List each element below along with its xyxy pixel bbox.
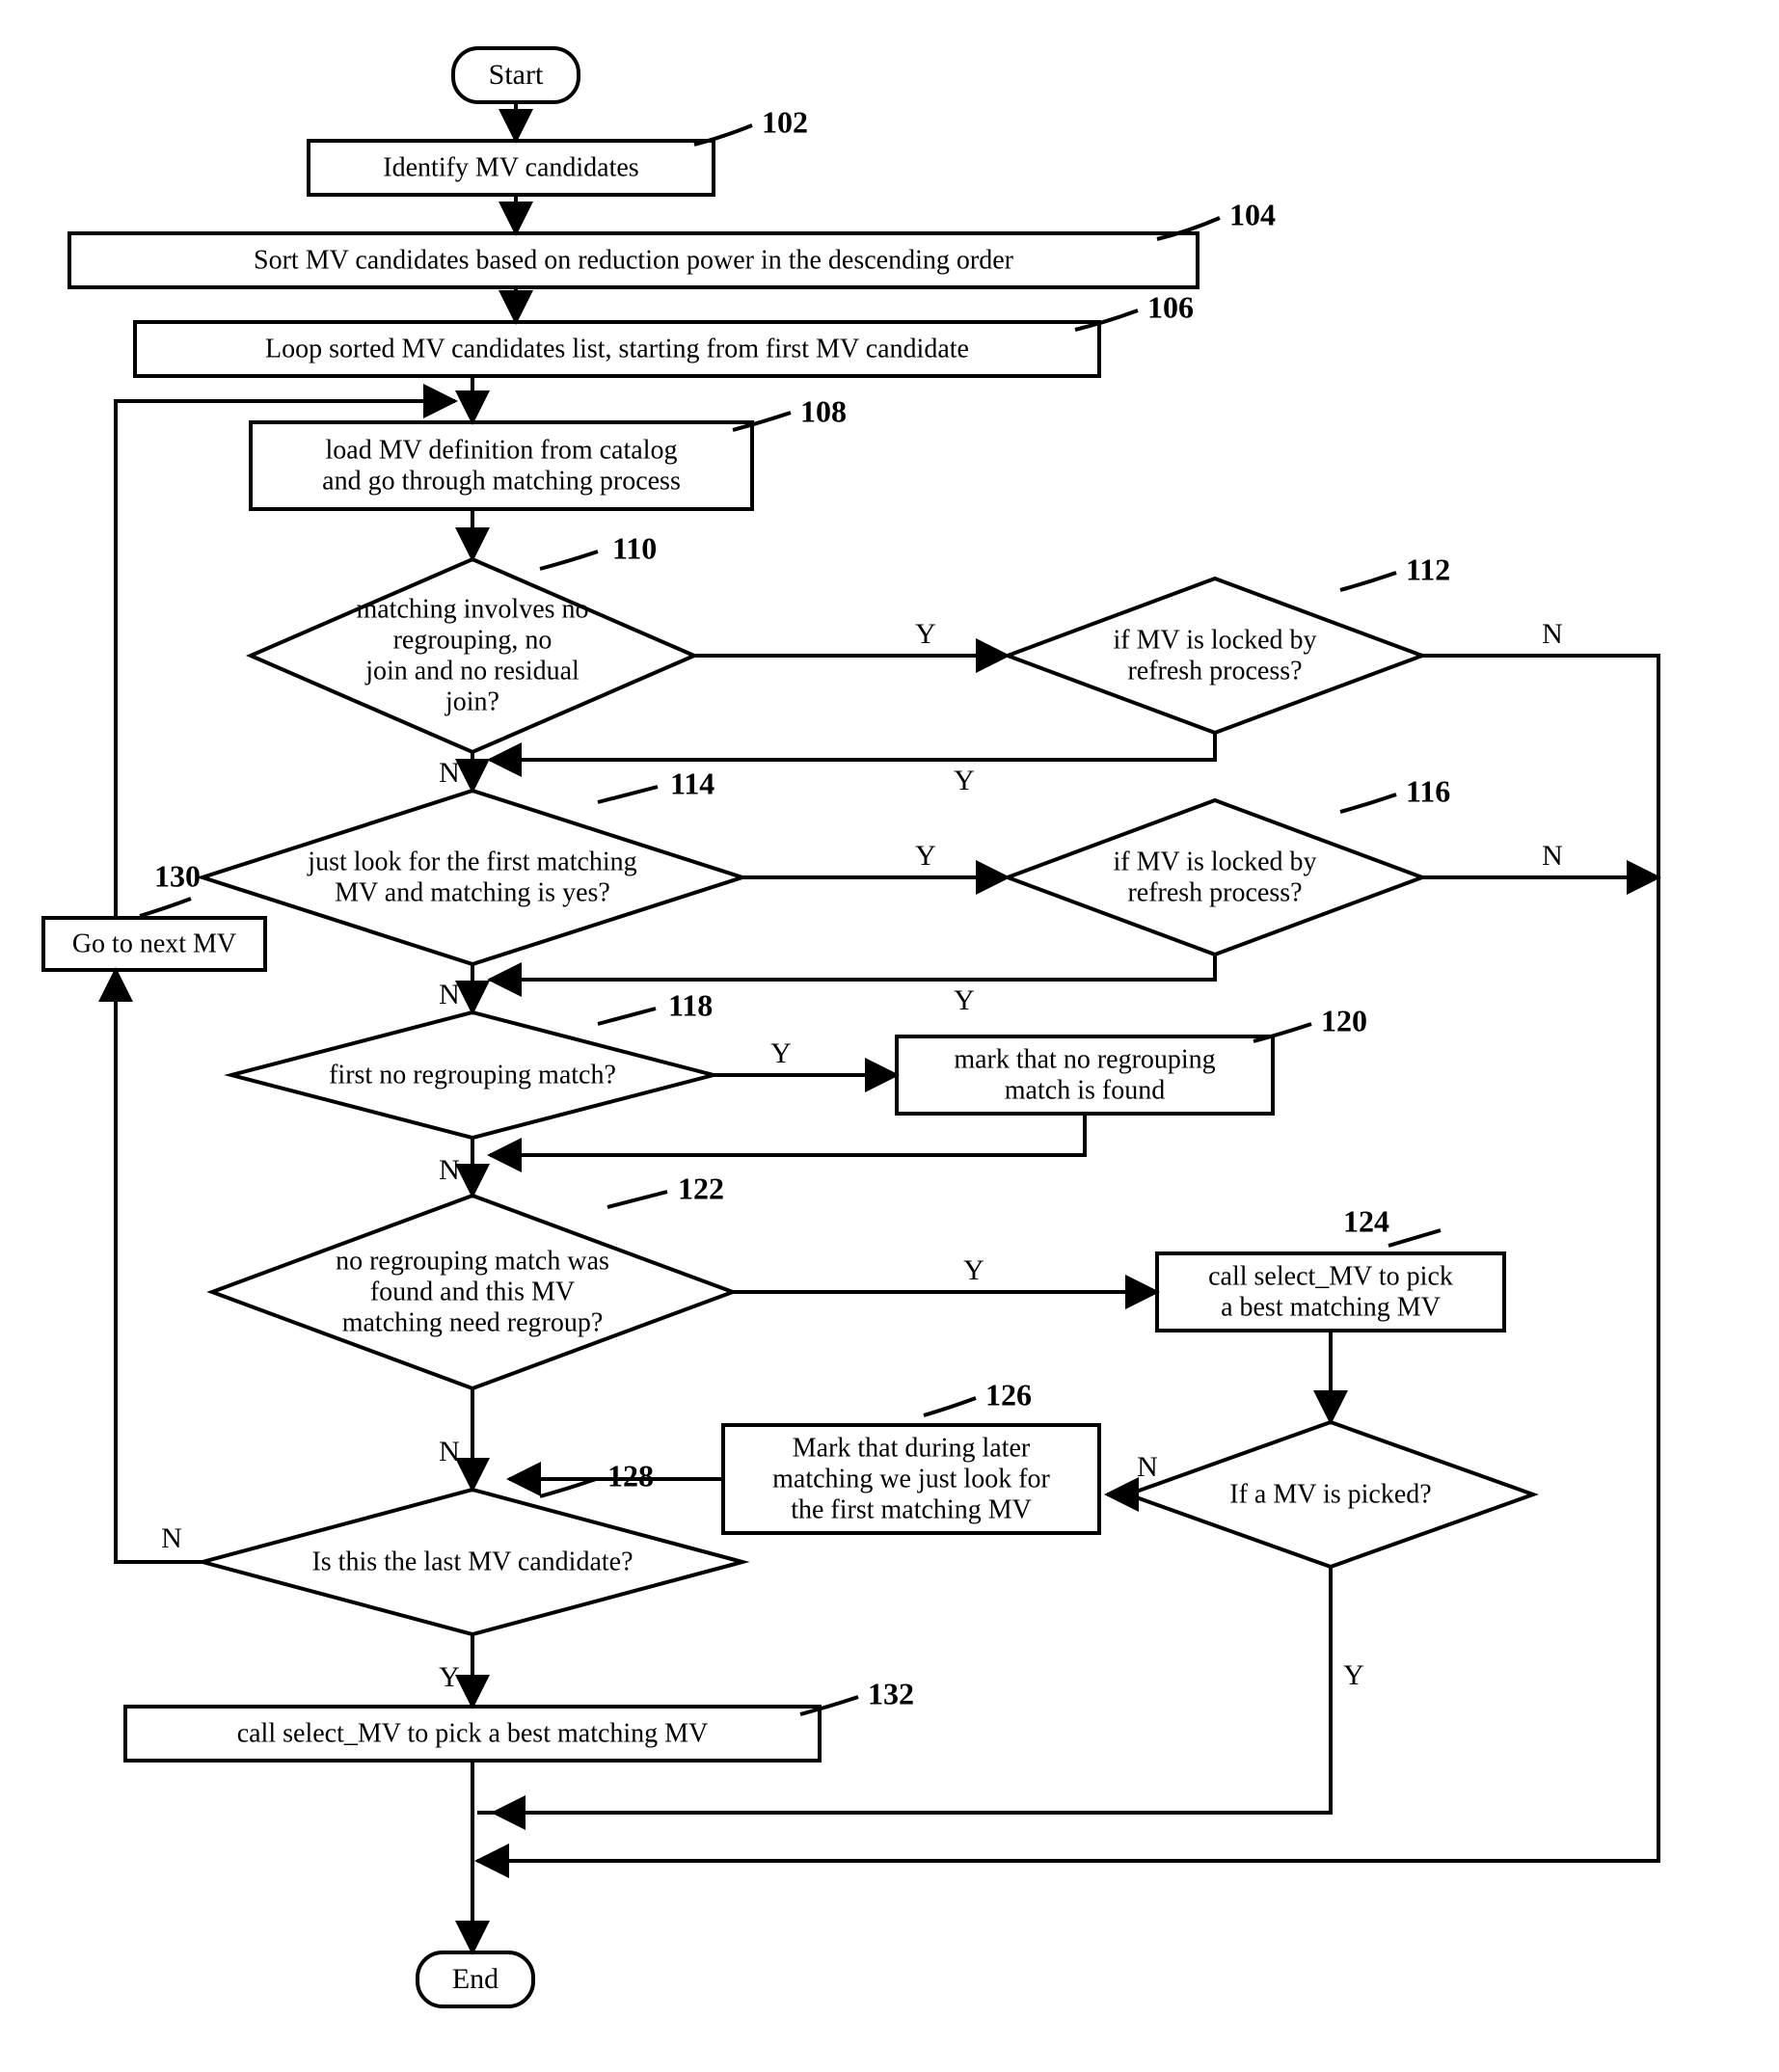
svg-text:Identify MV candidates: Identify MV candidates xyxy=(383,152,638,182)
svg-text:N: N xyxy=(439,1154,460,1186)
svg-text:If a MV is picked?: If a MV is picked? xyxy=(1229,1479,1431,1509)
svg-text:108: 108 xyxy=(800,393,847,428)
svg-text:first no regrouping match?: first no regrouping match? xyxy=(329,1060,616,1090)
svg-text:N: N xyxy=(1542,840,1563,872)
flowchart-canvas: Start End Identify MV candidates Sort MV ca… xyxy=(0,0,1779,2072)
svg-text:N: N xyxy=(439,1436,460,1467)
svg-text:matching need regroup?: matching need regroup? xyxy=(342,1307,604,1337)
svg-text:Y: Y xyxy=(770,1037,792,1069)
svg-text:refresh process?: refresh process? xyxy=(1127,877,1302,907)
edge xyxy=(490,1114,1085,1155)
svg-text:128: 128 xyxy=(607,1458,654,1493)
svg-text:Go to next MV: Go to next MV xyxy=(72,928,236,958)
svg-text:130: 130 xyxy=(154,858,201,893)
svg-text:102: 102 xyxy=(762,104,808,139)
svg-text:132: 132 xyxy=(868,1676,914,1710)
svg-text:refresh process?: refresh process? xyxy=(1127,656,1302,686)
svg-text:112: 112 xyxy=(1406,552,1450,586)
svg-text:join?: join? xyxy=(445,686,499,716)
svg-text:mark that no regrouping: mark that no regrouping xyxy=(954,1044,1215,1074)
svg-text:just look for the first matchi: just look for the first matching xyxy=(307,847,636,876)
svg-text:N: N xyxy=(1137,1451,1158,1483)
svg-text:Sort MV candidates based on re: Sort MV candidates based on reduction po… xyxy=(254,245,1014,275)
svg-text:Y: Y xyxy=(915,618,936,650)
svg-text:N: N xyxy=(1542,618,1563,650)
svg-text:Start: Start xyxy=(489,59,544,91)
svg-text:Mark that during later: Mark that during later xyxy=(793,1433,1031,1463)
svg-text:the first matching MV: the first matching MV xyxy=(791,1494,1032,1524)
svg-text:106: 106 xyxy=(1147,289,1194,324)
svg-text:and go through matching proces: and go through matching process xyxy=(322,466,681,496)
svg-text:Y: Y xyxy=(954,984,975,1016)
svg-text:matching we just look for: matching we just look for xyxy=(772,1464,1050,1493)
svg-text:a best matching MV: a best matching MV xyxy=(1221,1292,1441,1322)
svg-text:122: 122 xyxy=(678,1171,724,1205)
svg-text:regrouping, no: regrouping, no xyxy=(393,625,553,655)
edge xyxy=(116,970,202,1562)
svg-text:call select_MV to pick a best: call select_MV to pick a best matching M… xyxy=(237,1718,709,1748)
svg-text:126: 126 xyxy=(985,1377,1032,1412)
svg-text:Y: Y xyxy=(915,840,936,872)
svg-text:Is this the last MV candidate?: Is this the last MV candidate? xyxy=(311,1547,633,1576)
svg-text:match is found: match is found xyxy=(1005,1075,1165,1105)
svg-text:N: N xyxy=(439,757,460,789)
edge xyxy=(490,955,1215,980)
svg-text:if MV is locked by: if MV is locked by xyxy=(1113,625,1316,655)
svg-text:End: End xyxy=(452,1963,499,1995)
svg-text:found and this MV: found and this MV xyxy=(370,1277,575,1306)
svg-text:Loop sorted MV candidates list: Loop sorted MV candidates list, starting… xyxy=(265,334,969,363)
svg-text:no regrouping match was: no regrouping match was xyxy=(336,1246,609,1276)
svg-text:matching involves no: matching involves no xyxy=(356,594,588,624)
svg-text:Y: Y xyxy=(439,1661,460,1693)
svg-text:104: 104 xyxy=(1229,197,1276,231)
svg-text:118: 118 xyxy=(668,987,713,1022)
svg-text:120: 120 xyxy=(1321,1003,1367,1037)
edge xyxy=(490,733,1215,760)
svg-text:Y: Y xyxy=(954,765,975,796)
edge xyxy=(519,733,1215,771)
svg-text:MV and matching is yes?: MV and matching is yes? xyxy=(335,877,610,907)
svg-text:Y: Y xyxy=(963,1254,984,1286)
svg-text:call select_MV to pick: call select_MV to pick xyxy=(1208,1261,1453,1291)
svg-text:114: 114 xyxy=(670,766,714,800)
svg-text:Y: Y xyxy=(1343,1659,1364,1691)
svg-text:124: 124 xyxy=(1343,1203,1389,1238)
svg-text:load MV definition from catalo: load MV definition from catalog xyxy=(326,435,678,465)
svg-text:110: 110 xyxy=(612,530,657,565)
svg-text:if MV is locked by: if MV is locked by xyxy=(1113,847,1316,876)
svg-text:N: N xyxy=(161,1522,182,1554)
svg-text:N: N xyxy=(439,979,460,1010)
svg-text:116: 116 xyxy=(1406,773,1450,808)
svg-text:join and no residual: join and no residual xyxy=(364,656,580,686)
